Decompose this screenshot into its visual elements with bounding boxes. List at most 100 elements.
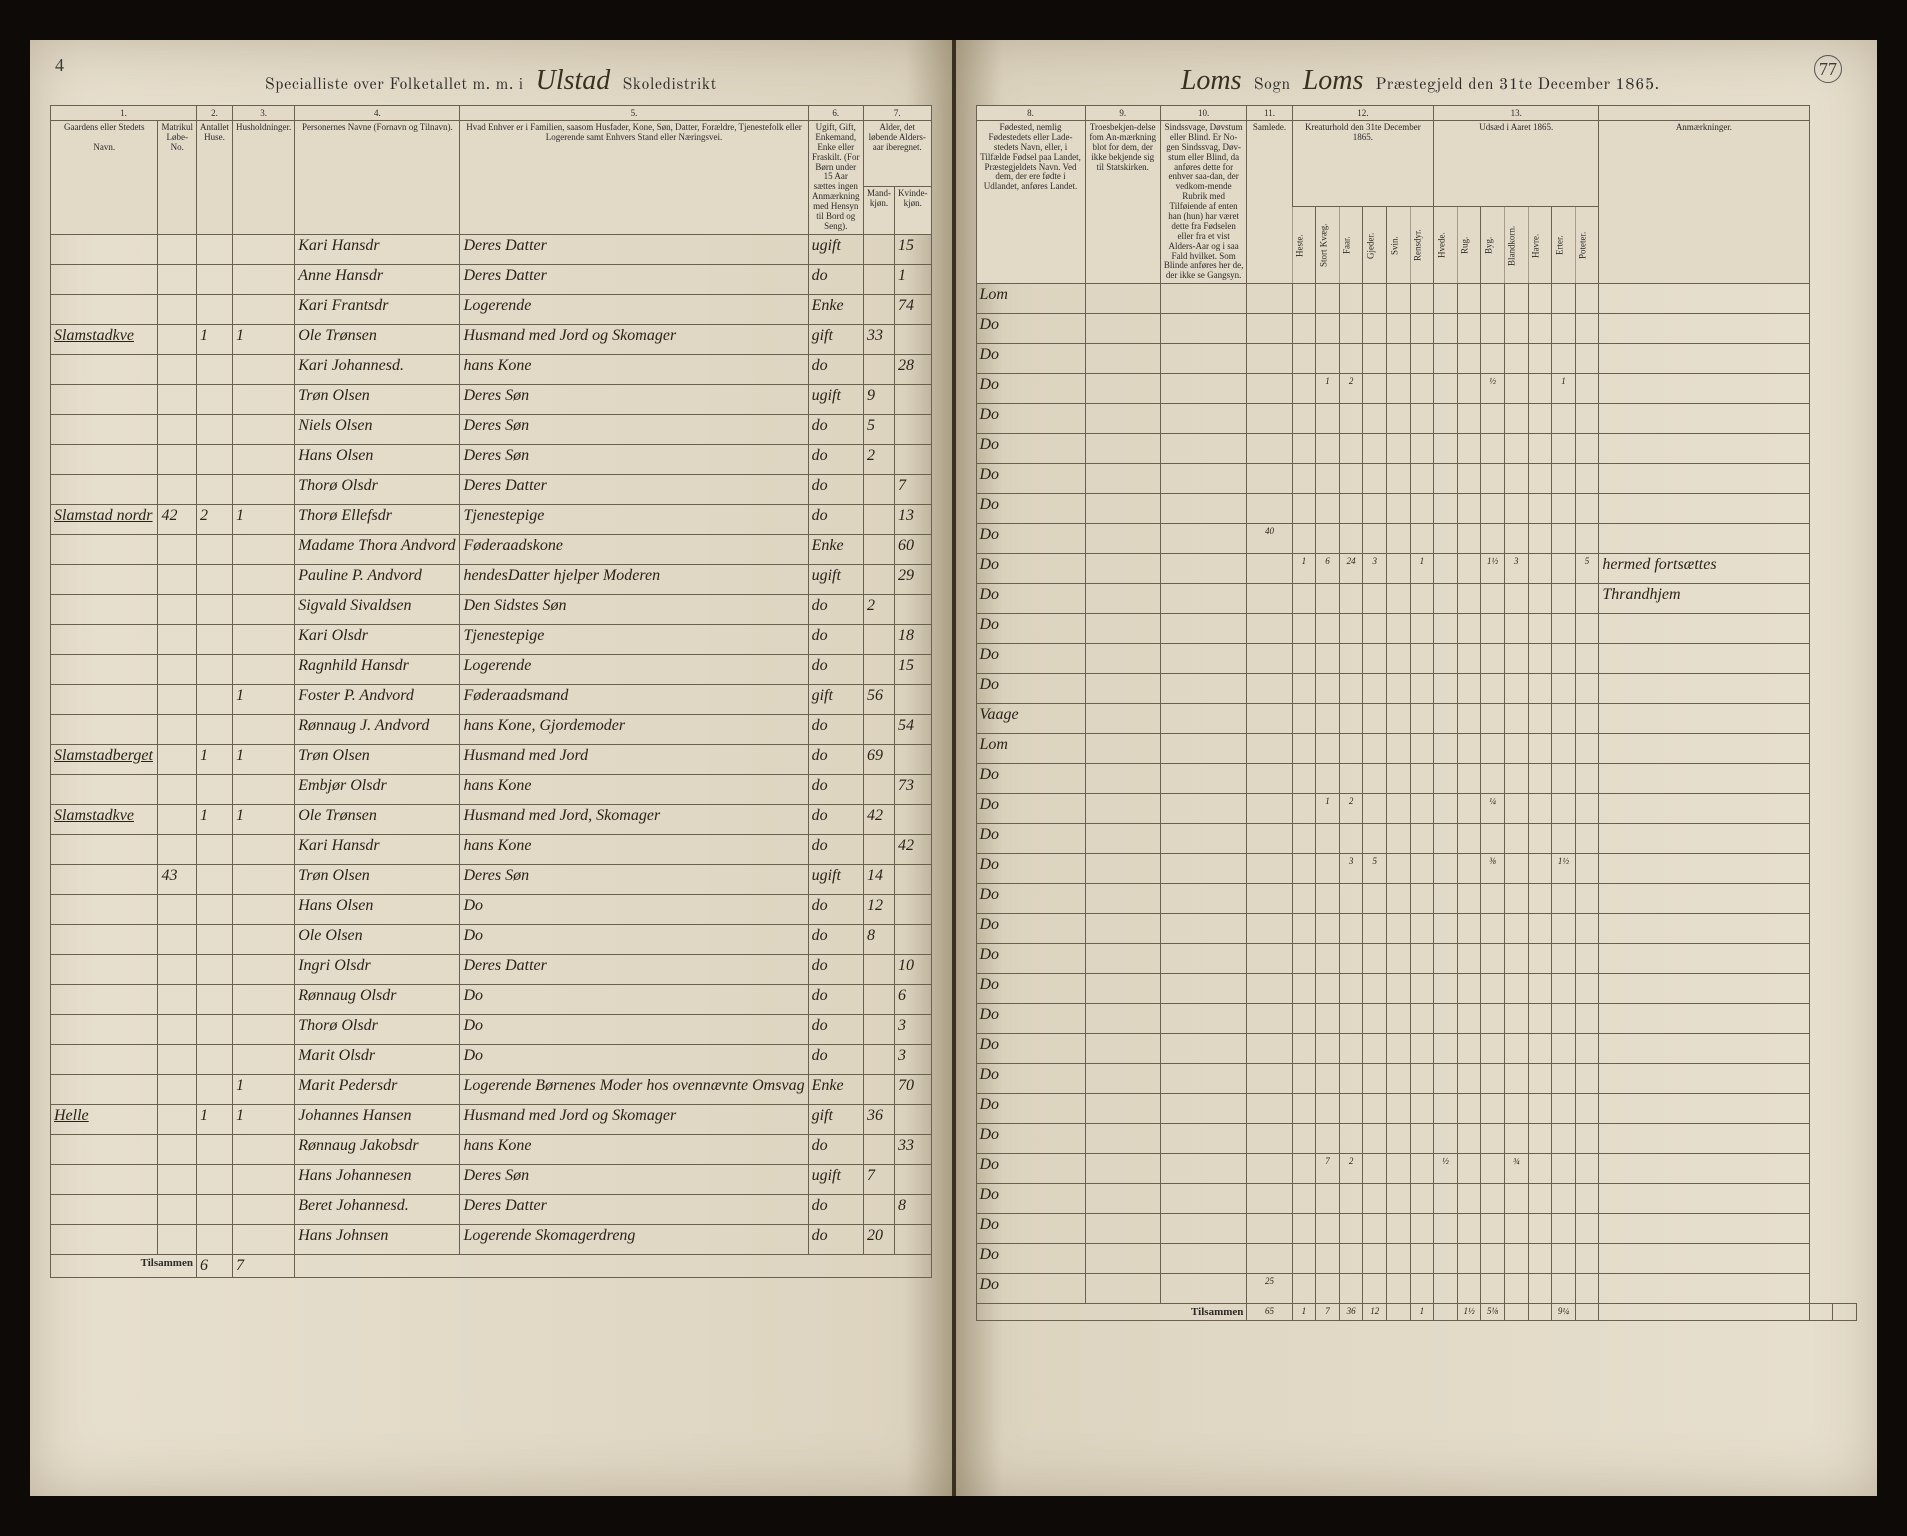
cell xyxy=(1457,284,1481,314)
table-row: Helle11Johannes HansenHusmand med Jord o… xyxy=(51,1104,932,1134)
cell xyxy=(1292,854,1316,884)
table-row: Do xyxy=(976,434,1857,464)
cell xyxy=(1410,524,1434,554)
page-number-right: 77 xyxy=(1814,55,1842,83)
cell xyxy=(1339,974,1363,1004)
cell xyxy=(1575,434,1599,464)
cell xyxy=(1339,1244,1363,1274)
table-row: Rønnaug Jakobsdrhans Konedo33 xyxy=(51,1134,932,1164)
cell: 29 xyxy=(894,564,931,594)
cell xyxy=(863,624,894,654)
cell xyxy=(1481,1154,1505,1184)
cell xyxy=(1339,1214,1363,1244)
table-row: DoThrandhjem xyxy=(976,584,1857,614)
sub-col: Poteter. xyxy=(1575,207,1599,284)
remarks-cell xyxy=(1599,884,1809,914)
cell: Do xyxy=(976,1154,1085,1184)
cell xyxy=(1387,524,1411,554)
cell xyxy=(1552,494,1576,524)
sub-mat: Matrikul Løbe-No. xyxy=(158,121,197,235)
cell: 8 xyxy=(894,1194,931,1224)
table-row: Do xyxy=(976,914,1857,944)
cell xyxy=(1387,314,1411,344)
cell xyxy=(1528,1244,1552,1274)
cell xyxy=(1160,314,1247,344)
cell xyxy=(232,924,294,954)
cell xyxy=(1575,1214,1599,1244)
cell xyxy=(51,984,158,1014)
cell xyxy=(1457,644,1481,674)
cell: 43 xyxy=(158,864,197,894)
sub-relation: Hvad Enhver er i Familien, saasom Husfad… xyxy=(460,121,808,235)
cell xyxy=(1292,524,1316,554)
cell xyxy=(1339,314,1363,344)
cell xyxy=(232,954,294,984)
cell xyxy=(158,444,197,474)
total-cell xyxy=(1434,1304,1458,1321)
cell xyxy=(1410,1064,1434,1094)
cell xyxy=(196,264,232,294)
cell xyxy=(1528,644,1552,674)
cell: Hans Olsen xyxy=(295,444,460,474)
cell xyxy=(1552,404,1576,434)
table-row: Hans OlsenDodo12 xyxy=(51,894,932,924)
cell: do xyxy=(808,1134,863,1164)
cell xyxy=(1387,434,1411,464)
cell: 3 xyxy=(894,1014,931,1044)
cell: 33 xyxy=(894,1134,931,1164)
table-row: Do72½¾ xyxy=(976,1154,1857,1184)
cell: Enke xyxy=(808,534,863,564)
cell: Trøn Olsen xyxy=(295,744,460,774)
cell: Enke xyxy=(808,1074,863,1104)
cell: Do xyxy=(976,554,1085,584)
table-row: Do40 xyxy=(976,524,1857,554)
cell xyxy=(1316,1214,1340,1244)
cell xyxy=(1457,674,1481,704)
cell xyxy=(1387,374,1411,404)
cell xyxy=(1410,284,1434,314)
table-row: Anne HansdrDeres Datterdo1 xyxy=(51,264,932,294)
table-row: Lom xyxy=(976,734,1857,764)
cell xyxy=(1363,614,1387,644)
cell xyxy=(1316,584,1340,614)
cell xyxy=(894,1164,931,1194)
cell: Slamstadkve xyxy=(51,804,158,834)
total-cell: 1½ xyxy=(1457,1304,1481,1321)
cell xyxy=(1363,1214,1387,1244)
cell xyxy=(1575,1244,1599,1274)
cell xyxy=(1575,494,1599,524)
cell xyxy=(1575,524,1599,554)
cell xyxy=(1528,794,1552,824)
cell xyxy=(1528,314,1552,344)
cell xyxy=(1481,674,1505,704)
cell: 1½ xyxy=(1481,554,1505,584)
cell xyxy=(232,834,294,864)
cell xyxy=(1339,464,1363,494)
cell: 1 xyxy=(232,504,294,534)
table-row: Thorø OlsdrDeres Datterdo7 xyxy=(51,474,932,504)
cell xyxy=(1481,644,1505,674)
cell: ugift xyxy=(808,864,863,894)
cell: ugift xyxy=(808,1164,863,1194)
cell xyxy=(894,804,931,834)
cell xyxy=(1528,524,1552,554)
table-row: Do xyxy=(976,674,1857,704)
cell: Deres Datter xyxy=(460,234,808,264)
cell: do xyxy=(808,594,863,624)
table-row: Do xyxy=(976,1004,1857,1034)
cell xyxy=(1387,1274,1411,1304)
total-cell xyxy=(1387,1304,1411,1321)
sub-faith: Troesbekjen-delse fom An-mærkning blot f… xyxy=(1085,121,1160,284)
cell xyxy=(1316,674,1340,704)
cell xyxy=(1457,854,1481,884)
cell: Do xyxy=(976,914,1085,944)
cell xyxy=(1316,704,1340,734)
cell xyxy=(196,954,232,984)
cell xyxy=(1085,1184,1160,1214)
col-7: 7. xyxy=(863,106,931,121)
cell xyxy=(1387,854,1411,884)
table-row: Do xyxy=(976,944,1857,974)
cell xyxy=(1160,854,1247,884)
cell xyxy=(1387,644,1411,674)
cell xyxy=(1410,884,1434,914)
